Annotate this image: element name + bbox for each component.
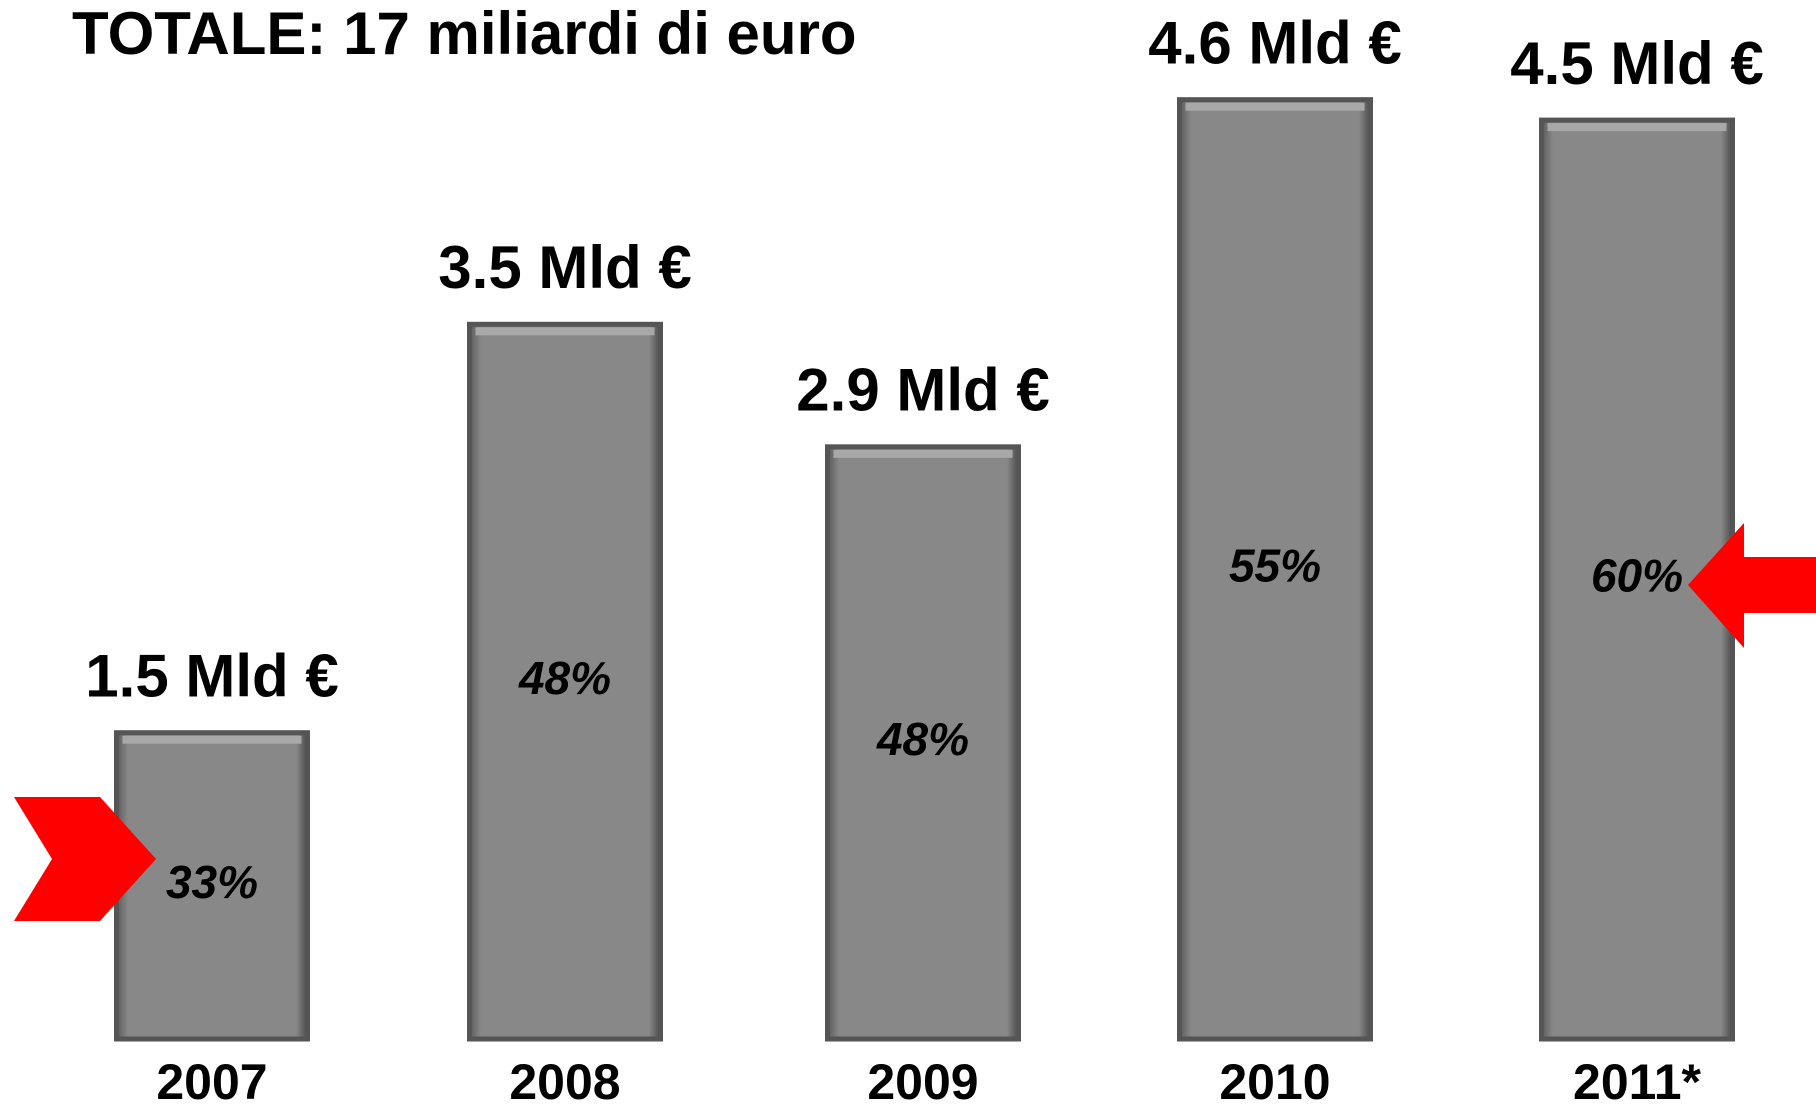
bar-bevel xyxy=(114,730,310,1042)
value-label: 4.5 Mld € xyxy=(1510,30,1763,97)
x-tick-label: 2009 xyxy=(867,1054,978,1109)
share-label: 48% xyxy=(876,713,969,765)
bar-top-edge xyxy=(475,327,655,336)
arrow xyxy=(14,797,156,921)
bar-bevel xyxy=(825,444,1021,1042)
bar-top-edge xyxy=(1547,123,1727,132)
bars: 1.5 Mld € 33% 2007 3.5 Mld € 48% 2008 2.9 Mld … xyxy=(85,10,1763,1109)
share-label: 55% xyxy=(1229,539,1321,591)
bar-bevel xyxy=(467,321,663,1042)
bar-top-edge xyxy=(1185,102,1365,111)
bar-bevel xyxy=(1177,97,1373,1042)
value-label: 1.5 Mld € xyxy=(85,643,338,710)
chart-title: TOTALE: 17 miliardi di euro xyxy=(72,0,857,67)
arrow xyxy=(1688,523,1816,648)
x-tick-label: 2007 xyxy=(156,1054,267,1109)
x-tick-label: 2011* xyxy=(1573,1054,1701,1109)
share-label: 33% xyxy=(166,856,258,908)
value-label: 3.5 Mld € xyxy=(438,234,691,301)
share-label: 48% xyxy=(518,652,611,704)
bar-top-edge xyxy=(122,735,302,744)
value-label: 4.6 Mld € xyxy=(1148,10,1401,77)
x-tick-label: 2010 xyxy=(1219,1054,1330,1109)
share-label: 60% xyxy=(1591,550,1683,602)
bar-top-edge xyxy=(833,449,1013,458)
x-tick-label: 2008 xyxy=(509,1054,620,1109)
value-label: 2.9 Mld € xyxy=(796,357,1049,424)
